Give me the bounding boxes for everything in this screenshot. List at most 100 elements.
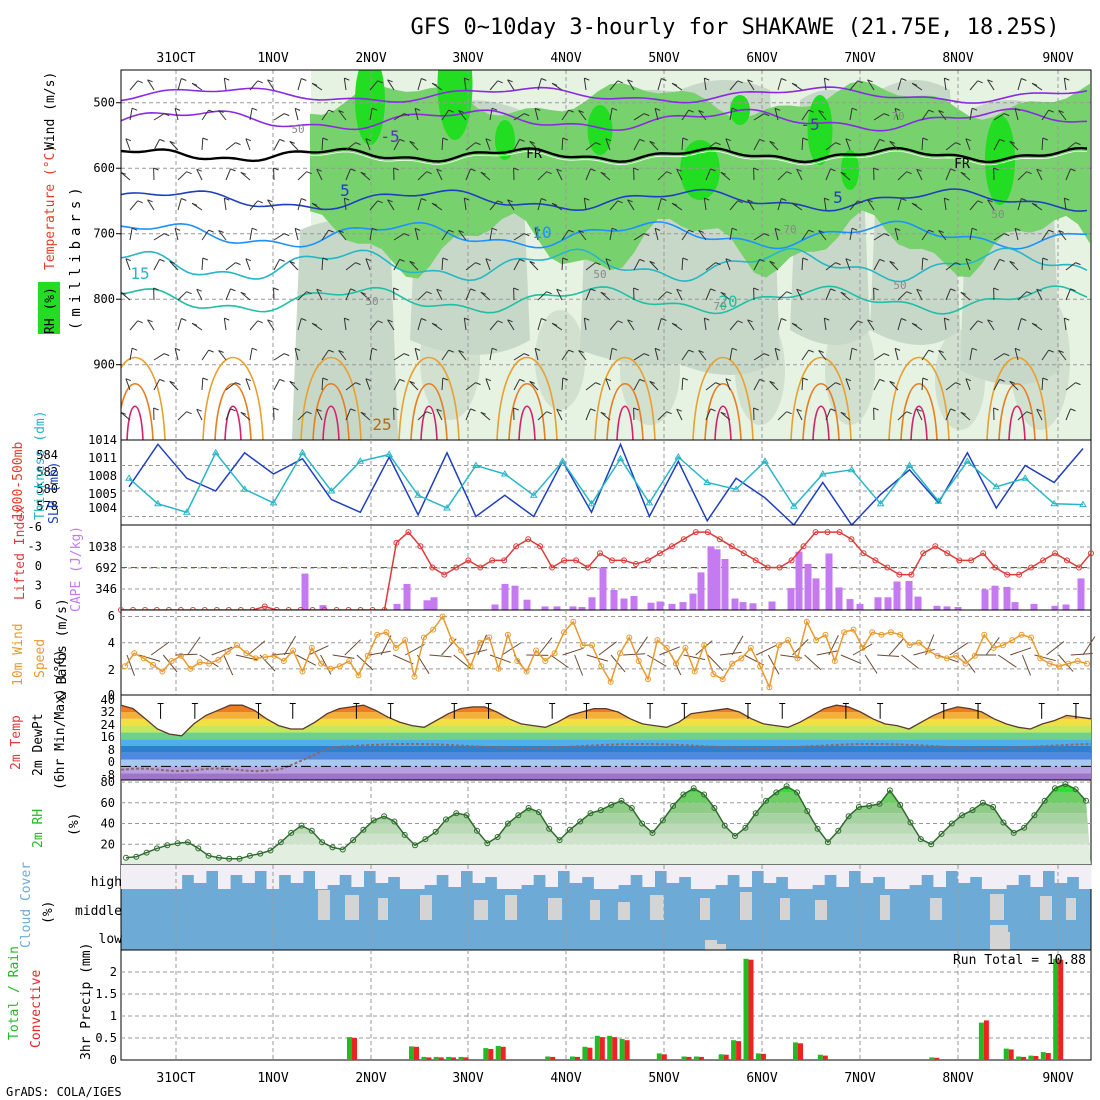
wind-barb-flag <box>267 79 273 83</box>
grads-footer: GrADS: COLA/IGES <box>6 1085 122 1099</box>
precip-total-label: Total / Rain <box>7 946 22 1040</box>
wind-barb-flag <box>661 78 667 81</box>
surface-wind-barb <box>489 654 511 663</box>
wind-speed-point <box>579 642 586 649</box>
cloud-high-cell <box>363 865 377 871</box>
wind-barb-flag <box>1048 349 1054 353</box>
wind-barb <box>1063 198 1067 211</box>
precip-panel: 21.510.50 Run Total = 10.88 Total / Rain… <box>7 943 1092 1067</box>
rh2m-line-point <box>236 855 243 862</box>
wind-barb <box>441 229 450 241</box>
cloud-high-cell <box>569 865 583 883</box>
wind-speed-point <box>794 655 801 662</box>
lifted-index-point <box>537 543 544 550</box>
wind-barb-flag <box>387 199 393 203</box>
wind-barb-flag <box>448 109 454 113</box>
wind-barb <box>703 78 707 91</box>
rh-bright-patch <box>587 105 613 155</box>
wind-speed-point <box>1037 655 1044 662</box>
wind-barb-flag <box>409 380 415 384</box>
cloud-high-cell <box>678 865 692 877</box>
surface-wind-barb <box>368 650 391 656</box>
wind-barb-flag <box>955 262 961 266</box>
rh2m-line-point <box>732 833 738 839</box>
wind-barb-flag <box>279 378 285 382</box>
wind-barb-flag <box>480 171 486 175</box>
rh2m-line-point <box>907 819 914 826</box>
contour-label: 25 <box>372 415 391 434</box>
cloud-high-cell <box>581 865 595 877</box>
cape-bar <box>835 587 843 610</box>
wind-speed-point <box>747 644 754 651</box>
slp-series <box>125 442 1087 527</box>
wind-barb <box>297 318 302 331</box>
rh-band <box>121 813 1091 824</box>
warm-contour <box>202 356 264 440</box>
wind-barb <box>417 171 427 181</box>
wind-barb-flag <box>556 288 562 292</box>
wind-barb <box>945 168 951 181</box>
rh2m-line-point <box>257 850 264 857</box>
temp-band <box>121 739 1091 746</box>
wind-barb <box>1014 348 1019 361</box>
cloud-high-cell <box>897 865 910 889</box>
surface-wind-barb <box>888 638 905 656</box>
rh2m-line-point <box>422 836 429 843</box>
thickness-line-point <box>472 461 480 468</box>
wind-barb-flag <box>1031 82 1038 86</box>
wind-barb <box>147 319 155 331</box>
wind-speed-point <box>841 629 848 636</box>
thickness-line-point <box>443 504 451 511</box>
rh2m-line-point <box>845 813 852 820</box>
cloud-low-cell <box>705 940 717 950</box>
cape-bar <box>393 603 401 610</box>
wind-barb-flag <box>541 78 547 81</box>
wind-barb <box>681 349 690 361</box>
wind-barb-flag <box>725 258 732 262</box>
wind-barb-flag <box>257 80 263 84</box>
wind-barb-flag <box>845 378 852 382</box>
wind-barb-flag <box>731 227 738 231</box>
wind-barb <box>196 288 203 301</box>
wind-barb <box>225 262 236 271</box>
cloud-unit-label: (%) <box>41 901 56 924</box>
lifted-index-point <box>740 550 747 557</box>
wind-barb-flag <box>1075 382 1081 386</box>
wind-barb-flag <box>578 230 584 233</box>
wind-barb <box>121 411 131 421</box>
rh-bright-patch <box>841 150 859 190</box>
rh2m-line-point <box>339 846 346 853</box>
wind-barb-flag <box>131 347 138 351</box>
wind-barb <box>273 139 281 151</box>
rh-bright-patch <box>495 120 515 160</box>
cloud-high-cell <box>957 865 971 883</box>
wind-tick: 4 <box>108 636 115 650</box>
rh2m-line-point <box>381 813 388 820</box>
lifted-index-point <box>561 557 568 564</box>
wind-barb-flag <box>257 320 263 324</box>
wind-barb <box>393 379 401 391</box>
precip-total-bar <box>458 1056 464 1060</box>
wind-barb-flag <box>137 80 143 84</box>
contour-label: 70 <box>783 223 796 236</box>
temperature-contour <box>121 150 1088 166</box>
lifted-index-point <box>692 529 699 536</box>
surface-wind-barb <box>755 644 777 656</box>
wind-barb <box>417 291 427 301</box>
wind-barb <box>867 199 875 211</box>
wind-grid <box>121 610 1091 695</box>
cloud-high-cell <box>448 865 461 887</box>
wind-speed-point <box>523 668 530 675</box>
wind-barb <box>753 113 765 121</box>
wind-barb-flag <box>350 288 356 292</box>
contour-label: 5 <box>833 188 843 207</box>
cloud-high-cell <box>848 865 862 871</box>
contour-label: 70 <box>713 300 726 313</box>
wind-barb <box>245 258 251 271</box>
contour-label: 50 <box>991 208 1004 221</box>
surface-wind-barb <box>1070 653 1093 656</box>
wind-barb <box>387 199 395 211</box>
wind-barb-flag <box>470 288 476 292</box>
wind-barb <box>465 142 476 151</box>
level-tick-label: 600 <box>93 161 115 175</box>
